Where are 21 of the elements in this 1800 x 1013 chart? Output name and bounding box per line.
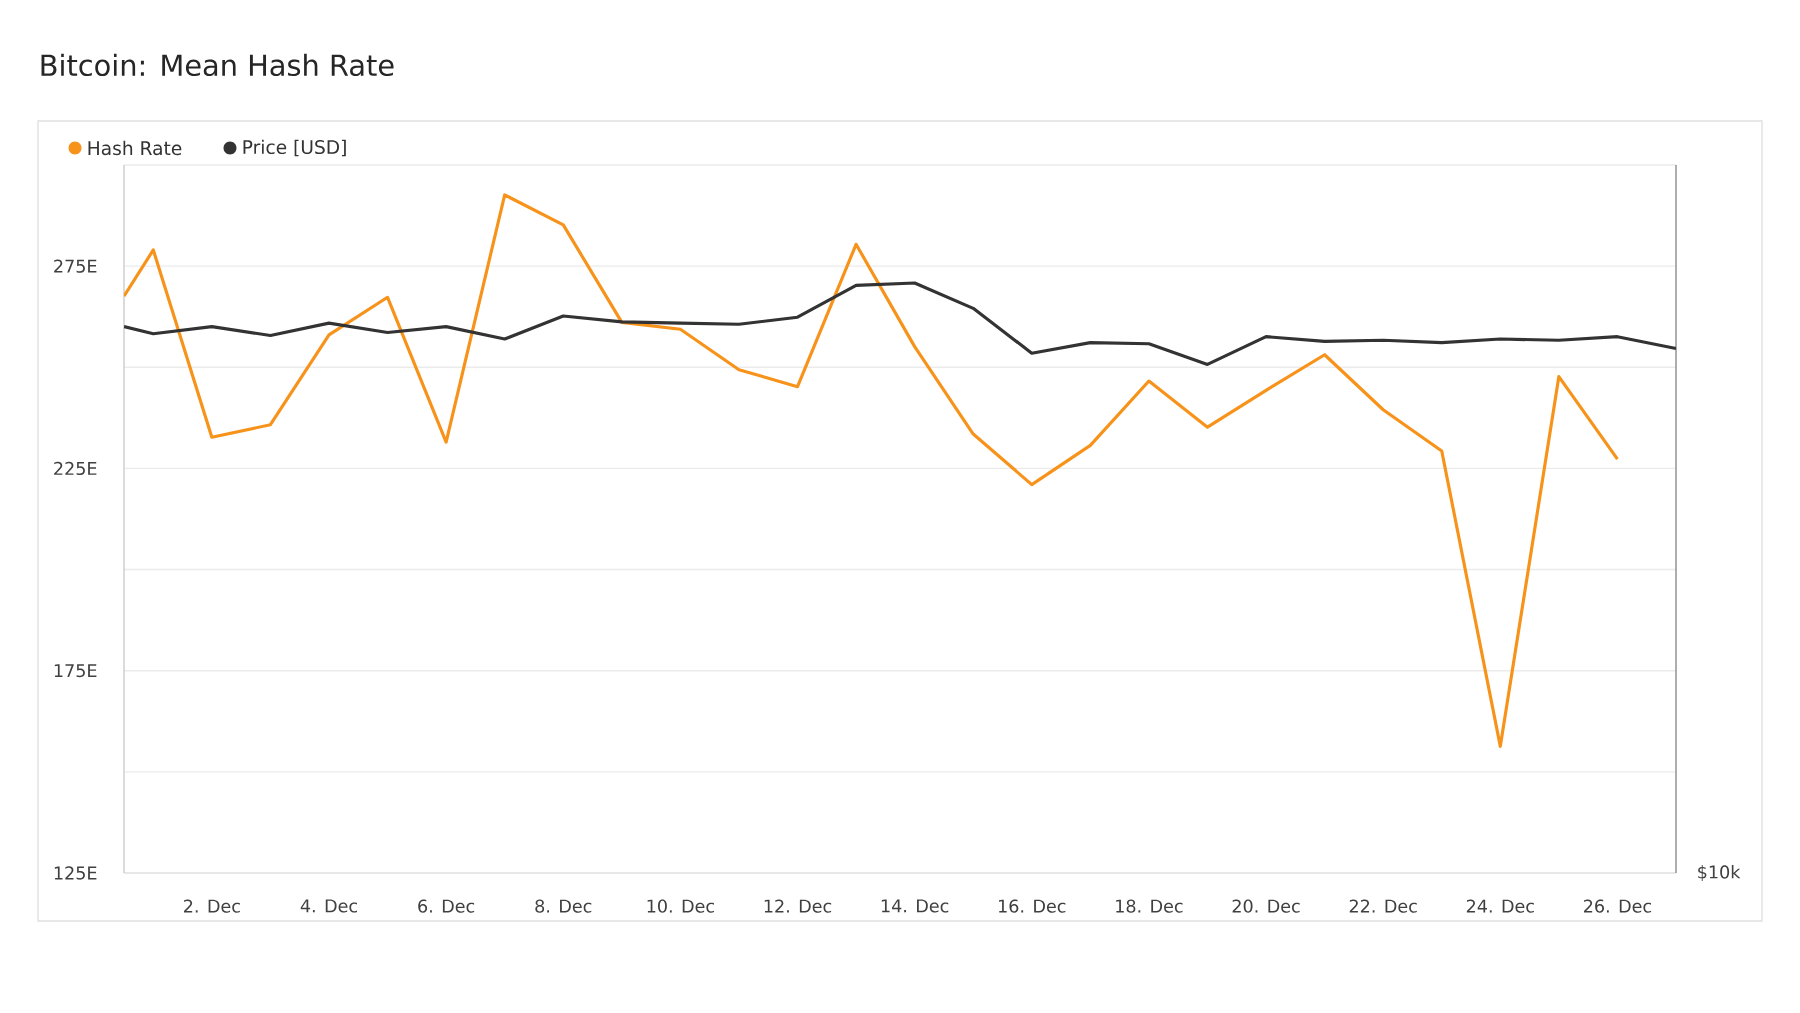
x-tick-label: 2. Dec <box>184 899 240 913</box>
x-tick-label: 8. Dec <box>535 899 592 913</box>
y-tick-label: 275E <box>54 259 97 273</box>
x-tick-label: 22. Dec <box>1349 899 1417 913</box>
y-tick-label: 175E <box>54 664 97 678</box>
y-tick-label: 125E <box>54 866 97 880</box>
x-tick-label: 14. Dec <box>881 899 949 913</box>
chart-title: Bitcoin: Mean Hash Rate <box>41 53 394 77</box>
x-tick-label: 4. Dec <box>300 899 358 913</box>
x-tick-label: 18. Dec <box>1116 899 1183 913</box>
x-tick-label: 6. Dec <box>418 899 475 913</box>
y-tick-label: 225E <box>54 461 97 476</box>
legend-label: Price [USD] <box>243 139 346 157</box>
x-tick-label: 12. Dec <box>764 899 832 913</box>
x-tick-label: 24. Dec <box>1466 899 1534 913</box>
x-tick-label: 10. Dec <box>647 899 714 913</box>
text: $10k <box>1698 865 1741 881</box>
x-tick-label: 16. Dec <box>999 899 1066 913</box>
x-tick-label: 20. Dec <box>1232 899 1300 913</box>
legend-label: Hash Rate <box>88 140 182 156</box>
x-tick-label: 26. Dec <box>1584 899 1652 913</box>
